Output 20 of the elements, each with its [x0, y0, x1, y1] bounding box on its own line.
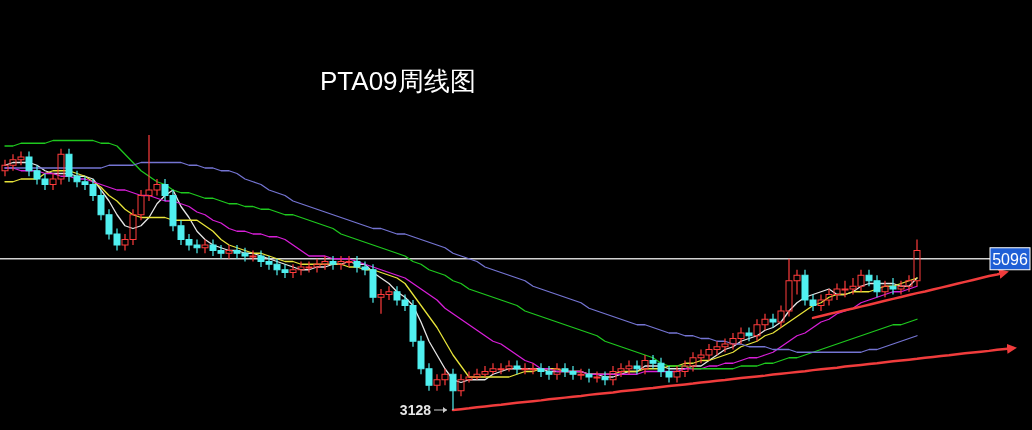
- candlestick: [585, 368, 593, 384]
- chart-title: PTA09周线图: [320, 66, 476, 96]
- candlestick: [225, 244, 233, 260]
- annotation: 3128: [399, 402, 432, 418]
- candlestick: [577, 368, 585, 381]
- candlestick: [593, 370, 601, 384]
- candlestick: [745, 326, 753, 342]
- candlestick: [881, 280, 889, 298]
- candlestick: [769, 313, 777, 329]
- candlestick: [889, 277, 897, 296]
- candlestick: [553, 362, 561, 381]
- annotation: 5096: [992, 250, 1028, 268]
- candlestick: [249, 249, 257, 263]
- candlestick: [601, 370, 609, 386]
- candlestick: [633, 359, 641, 375]
- candlestick: [201, 238, 209, 254]
- candlestick: [329, 255, 337, 271]
- candlestick: [641, 354, 649, 375]
- candlestick: [449, 368, 457, 411]
- candlestick: [513, 359, 521, 375]
